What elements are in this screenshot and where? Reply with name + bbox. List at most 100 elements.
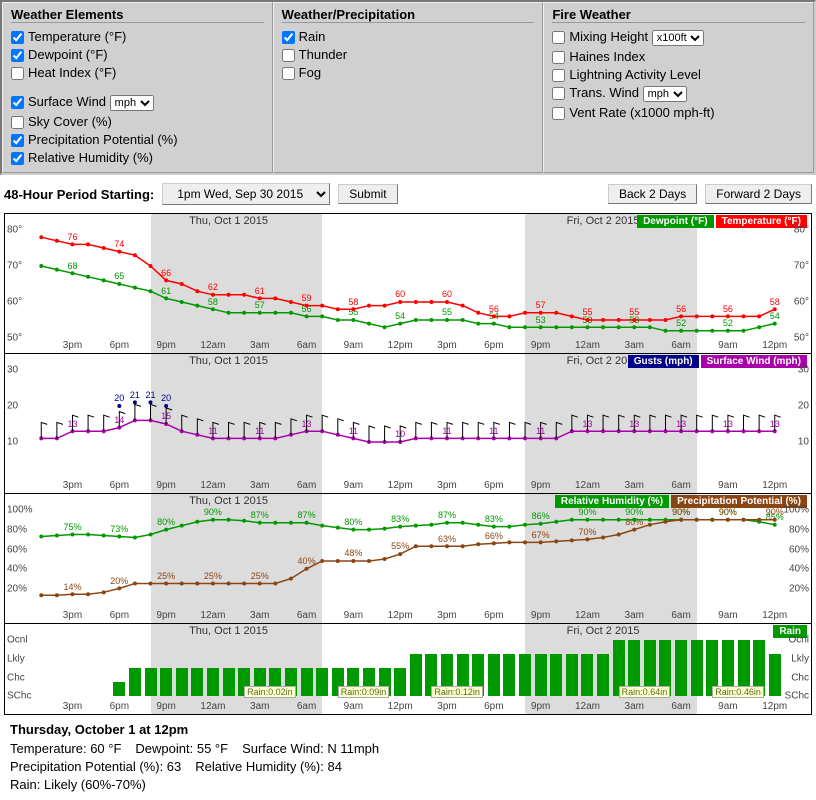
submit-button[interactable]: Submit xyxy=(338,184,397,204)
fire-weather-unit-select[interactable]: mph xyxy=(643,86,687,102)
weather-elements-item[interactable]: Temperature (°F) xyxy=(11,29,264,44)
footer-stat: Relative Humidity (%): 84 xyxy=(195,759,342,774)
weather-elements-checkbox[interactable] xyxy=(11,49,24,62)
y-axis-label: Chc xyxy=(7,672,25,683)
rain-bar xyxy=(597,654,609,696)
fire-weather-item[interactable]: Mixing Height x100ft xyxy=(552,29,805,46)
weather-elements-checkbox[interactable] xyxy=(11,134,24,147)
weather-elements-item[interactable]: Precipitation Potential (%) xyxy=(11,132,264,147)
period-select[interactable]: 1pm Wed, Sep 30 2015 xyxy=(162,183,330,205)
panel-title: Weather Elements xyxy=(11,7,264,23)
fire-weather-checkbox[interactable] xyxy=(552,51,565,64)
footer-stat: Temperature: 60 °F xyxy=(10,741,121,756)
fire-weather-item[interactable]: Lightning Activity Level xyxy=(552,67,805,82)
x-axis-label: 6pm xyxy=(484,701,503,712)
rain-bar xyxy=(503,654,515,696)
precip-checkbox[interactable] xyxy=(282,49,295,62)
weather-elements-item[interactable]: Surface Wind mph xyxy=(11,94,264,111)
weather-elements-checkbox[interactable] xyxy=(11,67,24,80)
precip-item[interactable]: Thunder xyxy=(282,47,535,62)
back-button[interactable]: Back 2 Days xyxy=(608,184,697,204)
fire-panel: Fire Weather Mixing Height x100ft Haines … xyxy=(543,2,814,173)
wind-chart: Thu, Oct 1 2015Fri, Oct 2 20153pm6pm9pm1… xyxy=(5,354,811,494)
rain-bar xyxy=(488,654,500,696)
rain-chart: Thu, Oct 1 2015 Fri, Oct 2 2015 3pm 6pm 9pm 1… xyxy=(5,624,811,714)
x-axis-label: 12pm xyxy=(762,701,787,712)
rain-amount-label: Rain:0.09in xyxy=(338,686,390,698)
forward-button[interactable]: Forward 2 Days xyxy=(705,184,812,204)
footer-readout: Thursday, October 1 at 12pm Temperature:… xyxy=(10,721,806,794)
y-axis-label: Ocnl xyxy=(7,635,28,646)
fire-weather-checkbox[interactable] xyxy=(552,69,565,82)
rain-bar xyxy=(410,654,422,696)
rain-amount-label: Rain:0.64in xyxy=(619,686,671,698)
y-axis-label: SChc xyxy=(785,691,809,702)
footer-title: Thursday, October 1 at 12pm xyxy=(10,722,188,737)
period-label: 48-Hour Period Starting: xyxy=(4,187,154,202)
x-axis-label: 12am xyxy=(575,701,600,712)
temp-dewpoint-chart: Thu, Oct 1 2015Fri, Oct 2 20153pm6pm9pm1… xyxy=(5,214,811,354)
weather-elements-item[interactable]: Sky Cover (%) xyxy=(11,114,264,129)
rain-bar xyxy=(113,682,125,696)
rain-bar xyxy=(394,668,406,696)
rain-bar xyxy=(301,668,313,696)
rain-bar xyxy=(675,640,687,696)
weather-elements-unit-select[interactable]: mph xyxy=(110,95,154,111)
rain-bar xyxy=(535,654,547,696)
footer-stat: Dewpoint: 55 °F xyxy=(135,741,228,756)
weather-elements-item[interactable]: Relative Humidity (%) xyxy=(11,150,264,165)
x-axis-label: 12am xyxy=(200,701,225,712)
weather-elements-checkbox[interactable] xyxy=(11,96,24,109)
y-axis-label: SChc xyxy=(7,691,31,702)
y-axis-label: Lkly xyxy=(7,654,25,665)
x-axis-label: 6am xyxy=(297,701,316,712)
x-axis-label: 9am xyxy=(718,701,737,712)
x-axis-label: 12pm xyxy=(388,701,413,712)
chart-date-label: Fri, Oct 2 2015 xyxy=(567,625,640,637)
rain-amount-label: Rain:0.46in xyxy=(712,686,764,698)
precip-checkbox[interactable] xyxy=(282,31,295,44)
rain-bar xyxy=(581,654,593,696)
chart-date-label: Thu, Oct 1 2015 xyxy=(189,625,268,637)
rain-bar xyxy=(519,654,531,696)
x-axis-label: 3pm xyxy=(63,701,82,712)
config-panels: Weather Elements Temperature (°F) Dewpoin… xyxy=(0,0,816,175)
weather-elements-checkbox[interactable] xyxy=(11,152,24,165)
rain-bar xyxy=(129,668,141,696)
rain-bar xyxy=(691,640,703,696)
footer-rain: Rain: Likely (60%-70%) xyxy=(10,776,806,794)
precip-item[interactable]: Fog xyxy=(282,65,535,80)
rain-bar xyxy=(769,654,781,696)
rain-bar xyxy=(145,668,157,696)
footer-stat: Precipitation Potential (%): 63 xyxy=(10,759,181,774)
x-axis-label: 3pm xyxy=(437,701,456,712)
fire-weather-checkbox[interactable] xyxy=(552,87,565,100)
panel-title: Weather/Precipitation xyxy=(282,7,535,23)
precip-panel: Weather/Precipitation Rain Thunder Fog xyxy=(273,2,544,173)
weather-elements-item[interactable]: Heat Index (°F) xyxy=(11,65,264,80)
controls-row: 48-Hour Period Starting: 1pm Wed, Sep 30… xyxy=(4,183,812,205)
humidity-precip-chart: Thu, Oct 1 2015Fri, Oct 2 20153pm6pm9pm1… xyxy=(5,494,811,624)
fire-weather-item[interactable]: Haines Index xyxy=(552,49,805,64)
fire-weather-checkbox[interactable] xyxy=(552,107,565,120)
weather-elements-checkbox[interactable] xyxy=(11,31,24,44)
rain-bar xyxy=(176,668,188,696)
fire-weather-unit-select[interactable]: x100ft xyxy=(652,30,704,46)
rain-bar xyxy=(316,668,328,696)
precip-checkbox[interactable] xyxy=(282,67,295,80)
y-axis-label: Chc xyxy=(791,672,809,683)
precip-item[interactable]: Rain xyxy=(282,29,535,44)
x-axis-label: 6pm xyxy=(110,701,129,712)
footer-stat: Surface Wind: N 11mph xyxy=(242,741,379,756)
rain-bar xyxy=(223,668,235,696)
weather-elements-item[interactable]: Dewpoint (°F) xyxy=(11,47,264,62)
y-axis-label: Ocnl xyxy=(788,635,809,646)
x-axis-label: 9pm xyxy=(156,701,175,712)
fire-weather-item[interactable]: Trans. Wind mph xyxy=(552,85,805,102)
panel-title: Fire Weather xyxy=(552,7,805,23)
weather-elements-panel: Weather Elements Temperature (°F) Dewpoin… xyxy=(2,2,273,173)
fire-weather-item[interactable]: Vent Rate (x1000 mph-ft) xyxy=(552,105,805,120)
weather-elements-checkbox[interactable] xyxy=(11,116,24,129)
fire-weather-checkbox[interactable] xyxy=(552,31,565,44)
y-axis-label: Lkly xyxy=(791,654,809,665)
